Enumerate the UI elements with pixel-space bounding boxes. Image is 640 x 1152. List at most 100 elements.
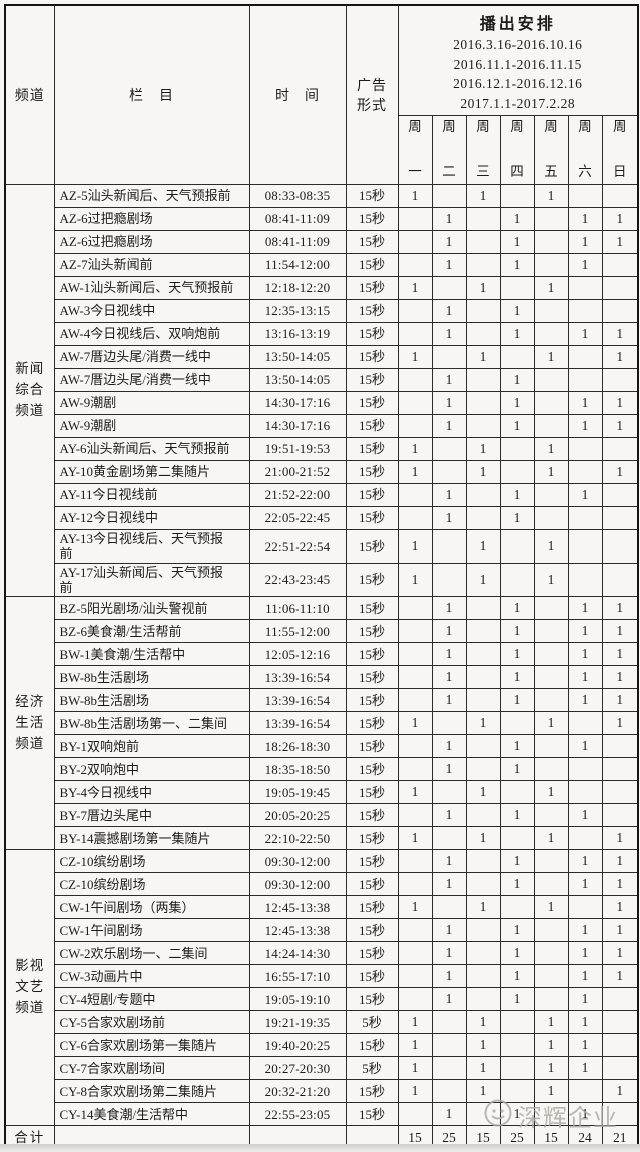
day-mark-fri: 1: [533, 529, 569, 564]
day-mark-tue: [431, 1079, 467, 1104]
day-mark-tue: [431, 276, 467, 300]
day-mark-sat: 1: [567, 849, 603, 874]
time-slot: 19:51-19:53: [248, 437, 347, 461]
program-name: AY-6汕头新闻后、天气预报前: [53, 437, 250, 461]
ad-format-value: 15秒: [345, 437, 399, 461]
day-mark-wed: 1: [465, 345, 501, 369]
ad-format-value: 15秒: [345, 368, 399, 392]
day-mark-mon: 1: [397, 826, 433, 851]
day-mark-wed: [465, 941, 501, 966]
day-mark-tue: 1: [431, 941, 467, 966]
program-name: AW-7厝边头尾/消费一线中: [53, 345, 250, 369]
day-mark-fri: [533, 849, 569, 874]
day-mark-sat: [567, 460, 603, 484]
day-mark-mon: 1: [397, 529, 433, 564]
program-name: BY-2双响炮中: [53, 757, 250, 782]
day-mark-sat: 1: [567, 665, 603, 690]
program-name: BY-14震撼剧场第一集随片: [53, 826, 250, 851]
day-mark-wed: [465, 918, 501, 943]
day-mark-tue: 1: [431, 506, 467, 530]
schedule-row: BY-2双响炮中 18:35-18:50 15秒 1 1: [5, 757, 639, 782]
day-mark-tue: [431, 1033, 467, 1058]
day-mark-thu: 1: [499, 368, 535, 392]
day-mark-mon: 1: [397, 276, 433, 300]
day-mark-mon: [397, 483, 433, 507]
day-mark-tue: 1: [431, 368, 467, 392]
schedule-row: CY-14美食潮/生活帮中 22:55-23:05 15秒 1 1 1: [5, 1102, 639, 1127]
ad-format-value: 5秒: [345, 1056, 399, 1081]
schedule-row: CY-5合家欢剧场前 19:21-19:35 5秒 1 1 1 1: [5, 1010, 639, 1035]
day-mark-mon: 1: [397, 345, 433, 369]
day-mark-wed: [465, 619, 501, 644]
time-slot: 14:30-17:16: [248, 391, 347, 415]
day-mark-sat: 1: [567, 619, 603, 644]
day-mark-sun: [601, 184, 639, 208]
day-mark-thu: 1: [499, 642, 535, 667]
schedule-row: AW-7厝边头尾/消费一线中 13:50-14:05 15秒 1 1: [5, 368, 639, 392]
day-mark-mon: 1: [397, 895, 433, 920]
day-mark-fri: [533, 253, 569, 277]
day-mark-wed: [465, 1102, 501, 1127]
schedule-row: CY-4短剧/专题中 19:05-19:10 15秒 1 1 1: [5, 987, 639, 1012]
schedule-row: AW-4今日视线后、双响炮前 13:16-13:19 15秒 1 1 1 1: [5, 322, 639, 346]
day-mark-mon: [397, 368, 433, 392]
day-mark-sun: [601, 734, 639, 759]
day-mark-sun: 1: [601, 230, 639, 254]
time-slot: 19:21-19:35: [248, 1010, 347, 1035]
day-mark-mon: [397, 253, 433, 277]
schedule-row: BZ-6美食潮/生活帮前 11:55-12:00 15秒 1 1 1 1: [5, 619, 639, 644]
time-slot: 12:05-12:16: [248, 642, 347, 667]
day-mark-sun: [601, 253, 639, 277]
day-mark-thu: 1: [499, 964, 535, 989]
day-mark-wed: [465, 368, 501, 392]
day-mark-mon: [397, 757, 433, 782]
schedule-row: BW-8b生活剧场第一、二集间 13:39-16:54 15秒 1 1 1 1: [5, 711, 639, 736]
program-name: CW-2欢乐剧场一、二集间: [53, 941, 250, 966]
program-name: AY-11今日视线前: [53, 483, 250, 507]
day-mark-sun: 1: [601, 596, 639, 621]
day-mark-fri: [533, 414, 569, 438]
schedule-row: CY-7合家欢剧场间 20:27-20:30 5秒 1 1 1 1: [5, 1056, 639, 1081]
day-mark-thu: 1: [499, 322, 535, 346]
day-mark-fri: [533, 734, 569, 759]
day-header-thu: 周四: [499, 115, 535, 185]
day-mark-mon: 1: [397, 711, 433, 736]
day-mark-fri: 1: [533, 562, 569, 598]
day-mark-wed: [465, 872, 501, 897]
schedule-body: 新闻 综合 频道 AZ-5汕头新闻后、天气预报前 08:33-08:35 15秒 …: [4, 183, 639, 1152]
day-mark-wed: [465, 803, 501, 828]
day-mark-thu: 1: [499, 619, 535, 644]
day-mark-wed: [465, 230, 501, 254]
day-mark-sun: 1: [601, 414, 639, 438]
day-mark-fri: 1: [533, 437, 569, 461]
day-mark-fri: [533, 368, 569, 392]
day-mark-tue: [431, 1010, 467, 1035]
day-mark-sun: 1: [601, 688, 639, 713]
day-mark-sat: 1: [567, 1010, 603, 1035]
day-mark-wed: [465, 642, 501, 667]
day-mark-fri: [533, 987, 569, 1012]
day-mark-sat: 1: [567, 1102, 603, 1127]
day-char-bottom: 四: [510, 163, 524, 179]
schedule-row: AY-11今日视线前 21:52-22:00 15秒 1 1 1: [5, 483, 639, 507]
ad-format-value: 15秒: [345, 734, 399, 759]
day-mark-wed: 1: [465, 895, 501, 920]
ad-format-value: 15秒: [345, 1033, 399, 1058]
day-mark-fri: 1: [533, 1010, 569, 1035]
time-slot: 13:50-14:05: [248, 368, 347, 392]
day-mark-sat: 1: [567, 391, 603, 415]
time-slot: 19:05-19:45: [248, 780, 347, 805]
schedule-row: BY-7厝边头尾中 20:05-20:25 15秒 1 1 1: [5, 803, 639, 828]
time-slot: 09:30-12:00: [248, 849, 347, 874]
ad-format-value: 15秒: [345, 414, 399, 438]
day-mark-sun: [601, 562, 639, 598]
day-mark-thu: [499, 1010, 535, 1035]
day-mark-thu: 1: [499, 596, 535, 621]
day-mark-mon: [397, 987, 433, 1012]
program-name: AY-17汕头新闻后、天气预报 前: [53, 562, 250, 598]
day-mark-thu: [499, 529, 535, 564]
ad-format-value: 15秒: [345, 207, 399, 231]
day-mark-fri: [533, 207, 569, 231]
day-mark-mon: [397, 414, 433, 438]
